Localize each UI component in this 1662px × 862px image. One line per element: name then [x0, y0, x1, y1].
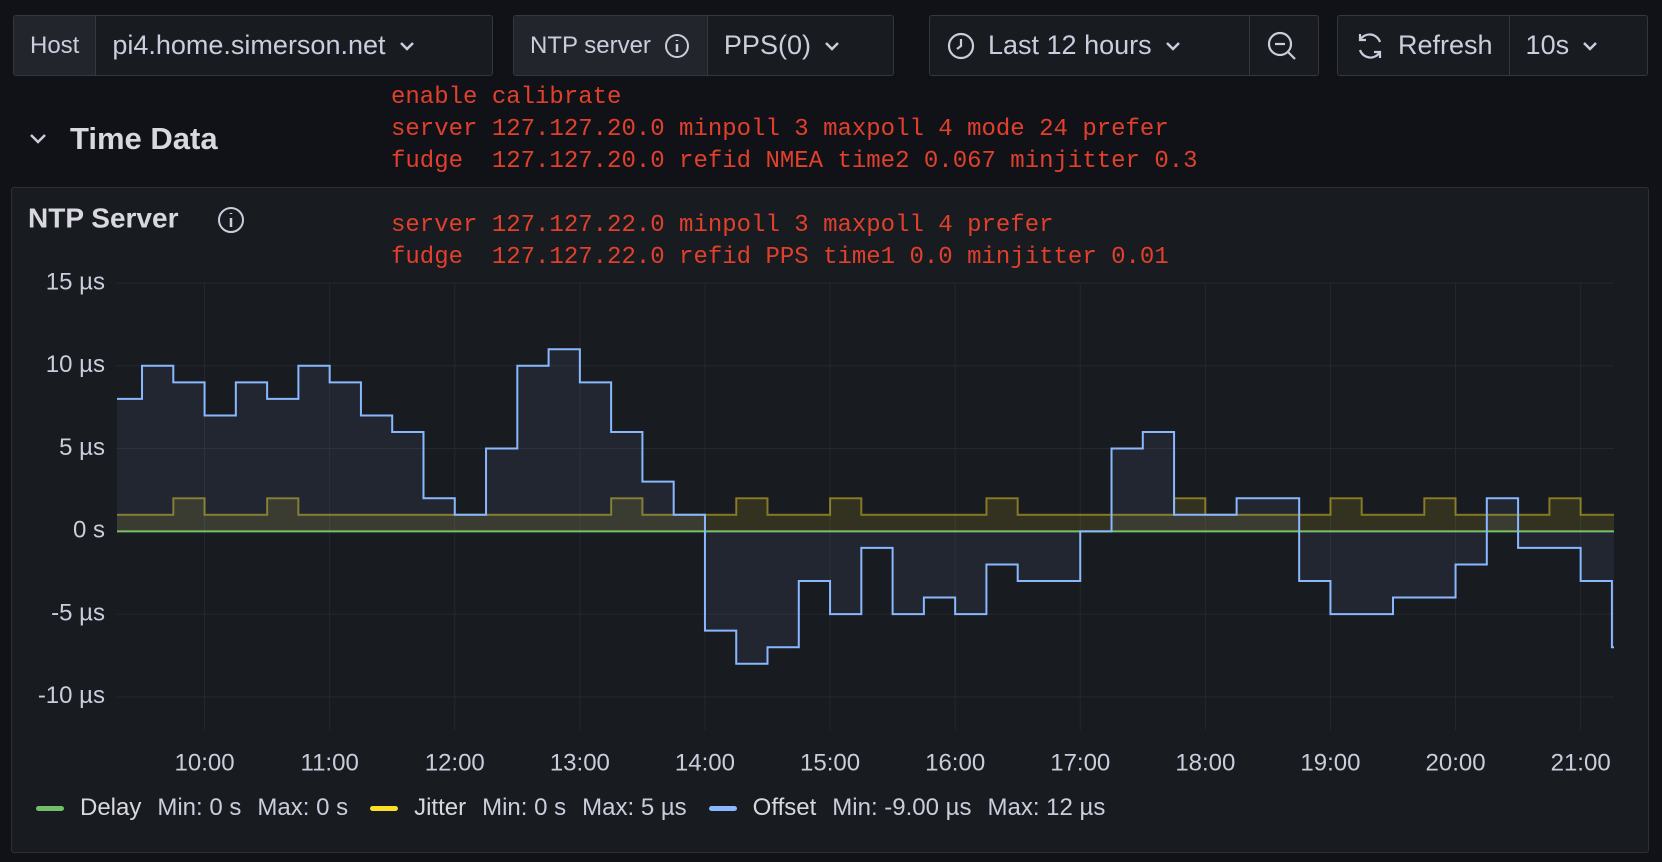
- legend-min: Min: 0 s: [157, 794, 242, 821]
- legend-item: Delay Min: 0 s Max: 0 s: [36, 794, 348, 822]
- x-tick-label: 10:00: [175, 749, 235, 776]
- x-tick-label: 17:00: [1050, 749, 1110, 776]
- y-tick-label: -10 µs: [38, 682, 105, 709]
- chevron: [825, 41, 839, 51]
- x-tick-label: 11:00: [301, 749, 359, 776]
- zoom-icon: [1267, 31, 1296, 60]
- series-line: [117, 497, 1614, 516]
- legend-swatch: [36, 805, 64, 811]
- legend-name: Jitter: [414, 794, 467, 821]
- refresh-text: Refresh: [1398, 30, 1493, 60]
- chevron: [1583, 41, 1597, 51]
- interval-text: 10s: [1525, 30, 1570, 60]
- y-tick-label: 15 µs: [46, 268, 105, 295]
- annotation-line: server 127.127.22.0 minpoll 3 maxpoll 4 …: [391, 212, 1054, 239]
- legend-max: Max: 5 µs: [582, 794, 687, 821]
- legend-min: Min: 0 s: [482, 794, 567, 821]
- x-tick-label: 13:00: [550, 749, 610, 776]
- x-tick-label: 12:00: [425, 749, 485, 776]
- y-tick-label: 0 s: [73, 517, 105, 544]
- refresh-interval[interactable]: 10s: [1510, 16, 1616, 75]
- series-area: [117, 349, 1614, 664]
- series-area: [117, 498, 1614, 532]
- time-picker[interactable]: Last 12 hours: [929, 15, 1319, 76]
- host-value[interactable]: pi4.home.simerson.net: [96, 16, 431, 75]
- annotation-line: fudge 127.127.22.0 refid PPS time1 0.0 m…: [391, 244, 1169, 271]
- refresh-button[interactable]: Refresh: [1338, 16, 1510, 75]
- ntp-text: PPS(0): [723, 30, 811, 60]
- legend-swatch: [708, 805, 737, 811]
- x-tick-label: 21:00: [1551, 749, 1611, 776]
- host-label: Host: [14, 16, 97, 75]
- chevron: [1165, 41, 1180, 51]
- time-range-text: Last 12 hours: [988, 30, 1152, 60]
- x-tick-label: 16:00: [925, 749, 985, 776]
- series-line: [117, 348, 1614, 665]
- x-tick-label: 20:00: [1426, 749, 1486, 776]
- legend-min: Min: -9.00 µs: [832, 794, 972, 821]
- x-tick-label: 14:00: [675, 749, 735, 776]
- legend-max: Max: 0 s: [257, 794, 349, 821]
- refresh-icon: [1358, 32, 1382, 59]
- legend: Delay Min: 0 s Max: 0 s Jitter Min: 0 s Max: …: [36, 794, 1111, 822]
- host-text: pi4.home.simerson.net: [112, 30, 386, 60]
- row-chevron[interactable]: [28, 132, 48, 146]
- time-range[interactable]: Last 12 hours: [930, 16, 1250, 75]
- info-icon: [664, 33, 689, 58]
- ntp-value[interactable]: PPS(0): [708, 16, 857, 75]
- zoom-out[interactable]: [1250, 16, 1314, 75]
- host-picker[interactable]: Host pi4.home.simerson.net: [13, 15, 493, 76]
- y-tick-label: 10 µs: [46, 351, 105, 378]
- ntp-label-text: NTP server: [530, 31, 651, 59]
- legend-name: Delay: [80, 794, 142, 821]
- annotation-line: server 127.127.20.0 minpoll 3 maxpoll 4 …: [391, 116, 1169, 143]
- ntp-label: NTP server: [514, 16, 708, 75]
- x-tick-label: 18:00: [1175, 749, 1235, 776]
- chart-title: NTP Server: [28, 202, 179, 233]
- clock-icon: [947, 32, 975, 59]
- x-tick-label: 19:00: [1300, 749, 1360, 776]
- annotation-line: fudge 127.127.20.0 refid NMEA time2 0.06…: [391, 148, 1198, 175]
- legend-item: Offset Min: -9.00 µs Max: 12 µs: [708, 794, 1106, 822]
- legend-name: Offset: [752, 794, 817, 821]
- y-tick-label: -5 µs: [51, 599, 105, 626]
- legend-swatch: [370, 805, 399, 811]
- panel-info-icon[interactable]: [218, 207, 244, 233]
- legend-max: Max: 12 µs: [987, 794, 1106, 821]
- chevron: [399, 41, 414, 51]
- annotation-line: enable calibrate: [391, 84, 622, 111]
- refresh-picker[interactable]: Refresh 10s: [1337, 15, 1648, 76]
- row-title[interactable]: Time Data: [70, 121, 218, 156]
- x-tick-label: 15:00: [800, 749, 860, 776]
- ntp-picker[interactable]: NTP server PPS(0): [513, 15, 894, 76]
- legend-item: Jitter Min: 0 s Max: 5 µs: [370, 794, 687, 822]
- y-tick-label: 5 µs: [59, 434, 105, 461]
